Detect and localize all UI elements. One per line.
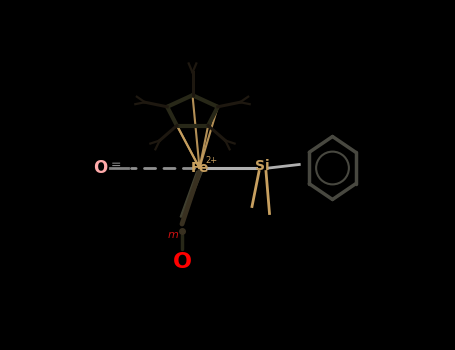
Text: Fe: Fe — [190, 161, 209, 175]
Text: ≡: ≡ — [110, 160, 121, 173]
Text: 2+: 2+ — [206, 156, 218, 165]
Text: m: m — [168, 230, 179, 240]
Text: Si: Si — [255, 159, 270, 173]
Text: O: O — [172, 252, 192, 273]
Text: O: O — [93, 159, 107, 177]
Polygon shape — [180, 172, 202, 217]
